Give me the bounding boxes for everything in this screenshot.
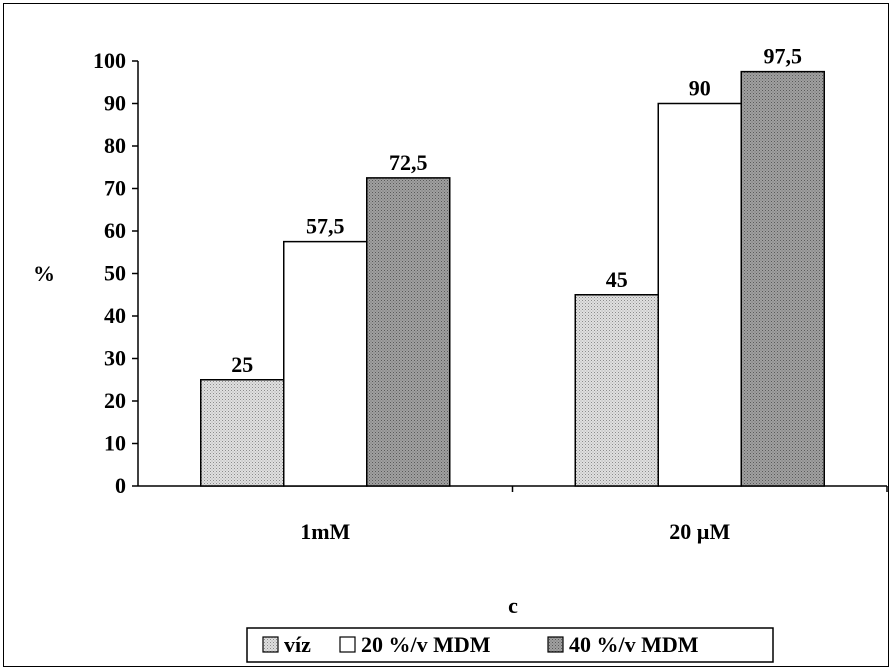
y-tick-label: 80 [104,133,126,158]
bar [366,177,451,487]
legend-label-20-mdm: 20 %/v MDM [361,632,491,657]
legend-frame [246,627,774,663]
y-tick-label: 20 [104,388,126,413]
y-tick-label: 100 [93,48,126,73]
data-label: 97,5 [764,44,803,69]
data-label: 90 [689,76,711,101]
data-label: 57,5 [306,214,345,239]
x-tick-label: 1mM [300,519,350,544]
x-tick-label: 20 µM [669,519,730,544]
legend-swatch-40-mdm [547,636,564,653]
y-tick-label: 50 [104,261,126,286]
legend-label-viz: víz [284,632,311,657]
y-tick-label: 10 [104,431,126,456]
data-label: 45 [606,267,628,292]
y-tick-label: 30 [104,346,126,371]
y-tick-label: 0 [115,473,126,498]
legend-swatch-20-mdm [339,636,356,653]
legend: víz 20 %/v MDM 40 %/v MDM [246,627,774,663]
y-tick-label: 90 [104,91,126,116]
bar [200,379,285,487]
bar [657,102,742,487]
y-tick-label: 40 [104,303,126,328]
legend-label-40-mdm: 40 %/v MDM [569,632,699,657]
data-label: 25 [231,352,253,377]
legend-swatch-viz [262,636,279,653]
plot-area: 0 10 20 30 40 50 60 70 80 90 100 25 57,5 72,5 1mM 45 90 9… [93,44,888,544]
bar [574,294,659,487]
y-tick-label: 60 [104,218,126,243]
bar [740,70,825,487]
data-label: 72,5 [389,150,428,175]
y-axis-label: % [33,261,55,286]
x-axis-label: c [508,593,518,618]
bar [283,240,368,487]
y-tick-label: 70 [104,176,126,201]
